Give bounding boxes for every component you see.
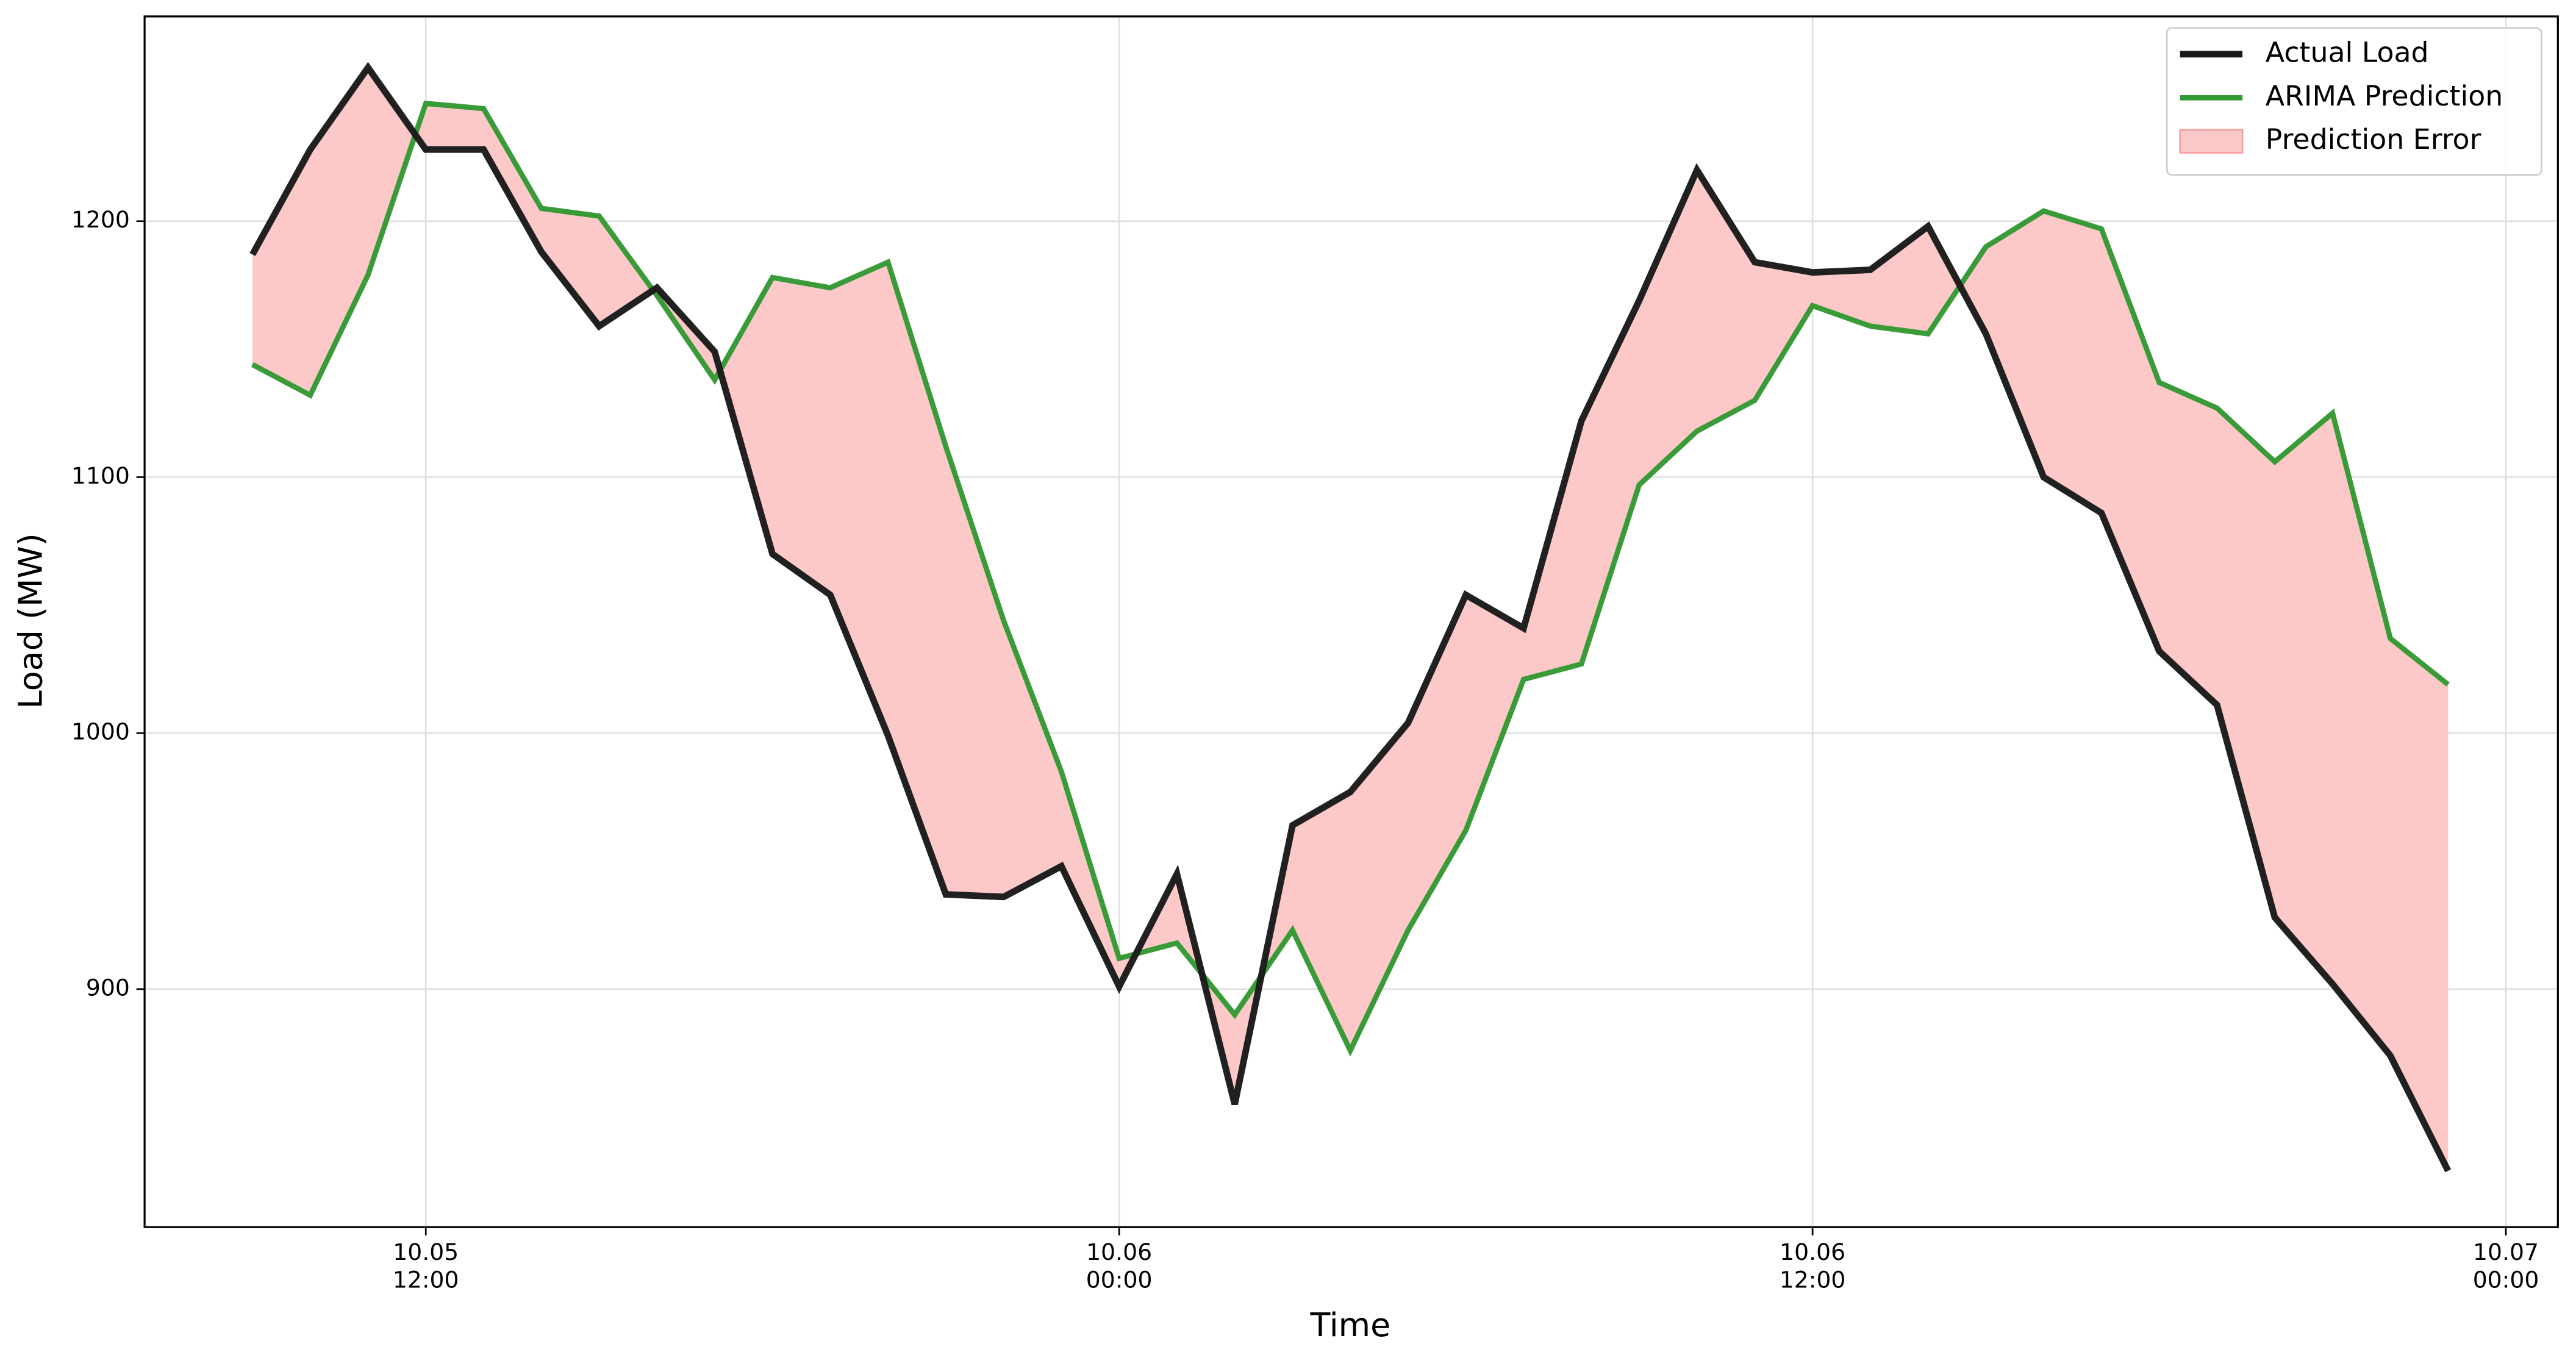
legend-swatch [2179, 129, 2244, 154]
plot-frame [143, 15, 2559, 1228]
legend: Actual Load ARIMA Prediction Prediction Er… [2166, 27, 2542, 176]
x-tick-label: 10.05 12:00 [393, 1239, 459, 1293]
x-axis-label: Time [1309, 1306, 1390, 1344]
x-tick-label: 10.07 00:00 [2473, 1239, 2539, 1293]
x-tick-label: 10.06 00:00 [1086, 1239, 1153, 1293]
line [249, 62, 2452, 1173]
y-tick-label: 1000 [71, 718, 130, 745]
legend-label: Actual Load [2266, 35, 2429, 68]
legend-box [2166, 27, 2542, 176]
y-tick-label: 1100 [71, 462, 130, 489]
x-tick-label: 10.06 12:00 [1780, 1239, 1846, 1293]
error-area [252, 67, 2449, 1171]
legend-label: ARIMA Prediction [2266, 79, 2503, 112]
y-tick-label: 1200 [71, 206, 130, 233]
y-axis-label: Load (MW) [12, 533, 50, 709]
y-tick-label: 900 [86, 974, 130, 1001]
line [251, 101, 2450, 1057]
legend-label: Prediction Error [2266, 123, 2481, 156]
